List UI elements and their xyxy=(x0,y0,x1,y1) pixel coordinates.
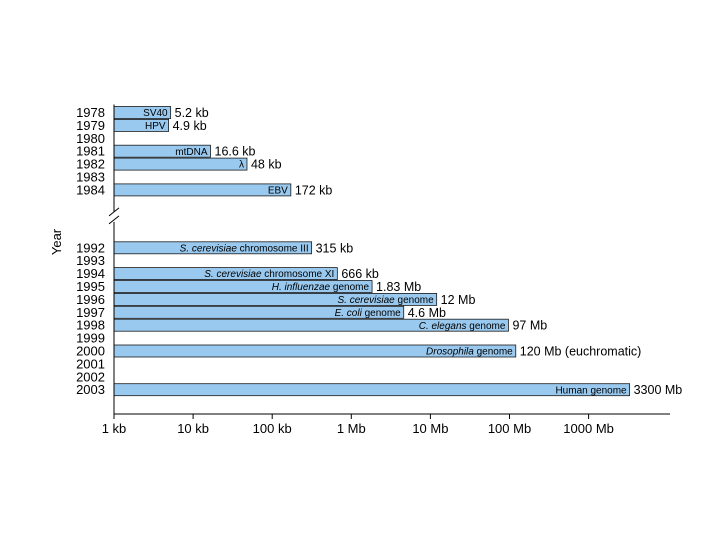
row-1984: 1984 EBV 172 kb xyxy=(76,182,332,197)
year-label: 1983 xyxy=(76,170,105,185)
year-label: 1992 xyxy=(76,240,105,255)
value-label: 1.83 Mb xyxy=(376,280,421,294)
x-tick-label: 1000 Mb xyxy=(563,421,614,436)
bar-name: S. cerevisiae chromosome XI xyxy=(204,269,334,280)
bar-name: λ xyxy=(239,160,244,171)
value-label: 120 Mb (euchromatic) xyxy=(520,345,642,359)
bar xyxy=(113,183,292,197)
row-1993: 1993 xyxy=(76,253,105,268)
year-label: 1999 xyxy=(76,331,105,346)
row-1992: 1992 S. cerevisiae chromosome III 315 kb xyxy=(76,240,353,255)
row-1978: 1978 SV40 5.2 kb xyxy=(76,105,209,120)
bar-name-rest: genome xyxy=(362,308,401,319)
bar xyxy=(113,383,631,397)
bar-name: HPV xyxy=(145,121,166,132)
year-label: 1982 xyxy=(76,157,105,172)
year-label: 1998 xyxy=(76,318,105,333)
value-label: 315 kb xyxy=(316,241,354,255)
value-label: 97 Mb xyxy=(512,319,547,333)
row-1996: 1996 S. cerevisiae genome 12 Mb xyxy=(76,292,475,307)
bar-name-italic: S. cerevisiae xyxy=(204,269,262,280)
year-label: 1980 xyxy=(76,131,105,146)
row-2000: 2000 Drosophila genome 120 Mb (euchromatic… xyxy=(76,344,641,359)
year-label: 1994 xyxy=(76,266,105,281)
bar-name-italic: Drosophila xyxy=(426,347,474,358)
bar-name: C. elegans genome xyxy=(419,321,506,332)
bar-name-italic: S. cerevisiae xyxy=(180,243,238,254)
value-label: 3300 Mb xyxy=(634,383,683,397)
bar-name-italic: S. cerevisiae xyxy=(337,295,395,306)
year-label: 1993 xyxy=(76,253,105,268)
year-label: 1984 xyxy=(76,182,105,197)
year-label: 1978 xyxy=(76,105,105,120)
row-1980: 1980 xyxy=(76,131,105,146)
year-label: 1979 xyxy=(76,118,105,133)
bar-name: Human genome xyxy=(555,385,627,396)
axis-break-mark xyxy=(108,207,120,217)
bar-name-rest: chromosome III xyxy=(237,243,309,254)
value-label: 12 Mb xyxy=(441,293,476,307)
year-label: 2000 xyxy=(76,344,105,359)
year-label: 1995 xyxy=(76,279,105,294)
bar-name: E. coli genome xyxy=(335,308,402,319)
year-label: 1997 xyxy=(76,305,105,320)
x-tick-label: 10 kb xyxy=(177,421,209,436)
bar-name-rest: genome xyxy=(395,295,434,306)
row-2001: 2001 xyxy=(76,356,105,371)
x-tick-label: 10 Mb xyxy=(412,421,448,436)
x-tick-label: 1 Mb xyxy=(337,421,366,436)
year-label: 1996 xyxy=(76,292,105,307)
bar-name-italic: E. coli xyxy=(335,308,363,319)
value-label: 666 kb xyxy=(341,267,379,281)
axis-break-mark xyxy=(108,215,120,225)
year-label: 2003 xyxy=(76,382,105,397)
value-label: 48 kb xyxy=(251,158,282,172)
x-tick-label: 100 kb xyxy=(253,421,292,436)
bar-name: S. cerevisiae genome xyxy=(337,295,434,306)
bar xyxy=(113,157,248,171)
x-tick-label: 100 Mb xyxy=(488,421,531,436)
bar-name: Drosophila genome xyxy=(426,347,513,358)
value-label: 5.2 kb xyxy=(175,106,209,120)
row-1998: 1998 C. elegans genome 97 Mb xyxy=(76,318,547,333)
bar-name-italic: C. elegans xyxy=(419,321,467,332)
row-1994: 1994 S. cerevisiae chromosome XI 666 kb xyxy=(76,266,379,281)
year-label: 2001 xyxy=(76,356,105,371)
row-2003: 2003 Human genome 3300 Mb xyxy=(76,382,682,397)
row-1997: 1997 E. coli genome 4.6 Mb xyxy=(76,305,446,320)
value-label: 16.6 kb xyxy=(215,145,256,159)
bar-name-rest: chromosome XI xyxy=(262,269,335,280)
bar-name-rest: genome xyxy=(474,347,513,358)
bar-name: S. cerevisiae chromosome III xyxy=(180,243,309,254)
value-label: 4.6 Mb xyxy=(408,306,446,320)
x-tick-label: 1 kb xyxy=(102,421,127,436)
axis-layer: 1 kb 10 kb 100 kb 1 Mb 10 Mb 100 Mb 1000 Mb xyxy=(102,104,670,436)
row-1983: 1983 xyxy=(76,170,105,185)
bar-name-rest: genome xyxy=(467,321,506,332)
bar-name: SV40 xyxy=(143,108,168,119)
row-1982: 1982 λ 48 kb xyxy=(76,157,282,172)
year-label: 2002 xyxy=(76,369,105,384)
row-2002: 2002 xyxy=(76,369,105,384)
bar-name: mtDNA xyxy=(175,147,208,158)
bar-name: EBV xyxy=(268,186,288,197)
bar-name-italic: H. influenzae xyxy=(272,282,331,293)
row-1981: 1981 mtDNA 16.6 kb xyxy=(76,144,255,159)
bar-name-rest: genome xyxy=(330,282,369,293)
bar-name: H. influenzae genome xyxy=(272,282,370,293)
row-1999: 1999 xyxy=(76,331,105,346)
year-label: 1981 xyxy=(76,144,105,159)
y-axis-title: Year xyxy=(49,228,64,255)
value-label: 172 kb xyxy=(295,183,333,197)
value-label: 4.9 kb xyxy=(173,119,207,133)
row-1995: 1995 H. influenzae genome 1.83 Mb xyxy=(76,279,421,294)
